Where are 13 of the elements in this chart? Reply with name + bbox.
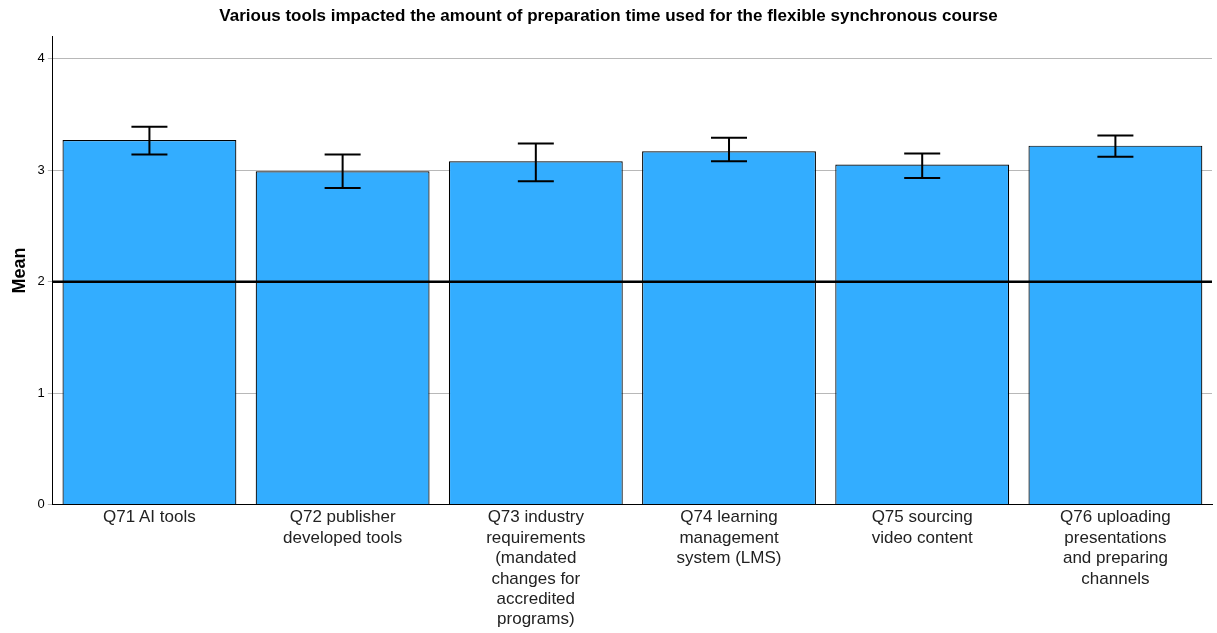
- y-tick-label: 3: [37, 161, 45, 177]
- x-tick-label: Q76 uploading presentations and preparing channels: [1060, 507, 1171, 588]
- y-tick-label: 0: [37, 496, 45, 512]
- y-axis-title: Mean: [8, 247, 29, 294]
- x-tick-label: Q75 sourcing video content: [871, 507, 974, 547]
- chart-title: Various tools impacted the amount of preparation time used for the flexible synchronous course: [219, 5, 998, 25]
- y-tick-label: 4: [37, 50, 45, 66]
- y-tick-label: 2: [37, 273, 45, 289]
- x-tick-label: Q73 industry requirements (mandated changes for accredited programs): [486, 507, 586, 629]
- y-tick-label: 1: [37, 384, 45, 400]
- x-tick-label: Q71 AI tools: [103, 507, 196, 527]
- x-tick-label: Q74 learning management system (LMS): [676, 507, 782, 568]
- x-tick-label: Q72 publisher developed tools: [283, 507, 403, 547]
